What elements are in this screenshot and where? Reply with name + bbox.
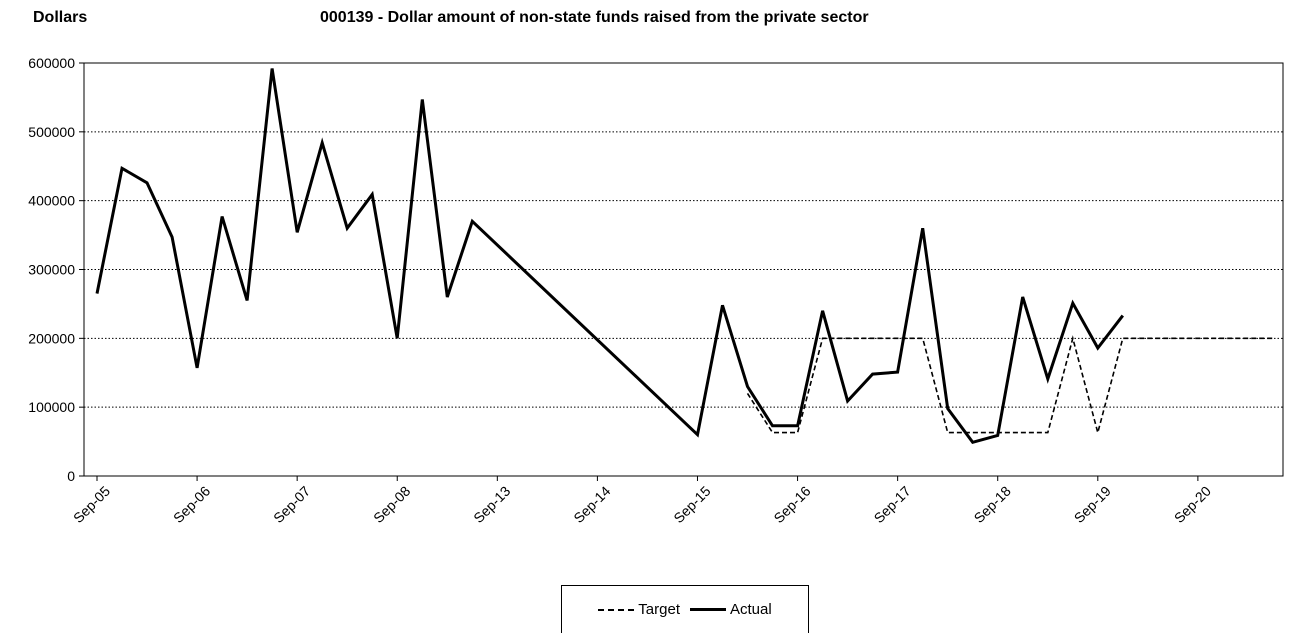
y-tick-label: 400000 (28, 193, 75, 209)
dashed-line-swatch-icon (598, 608, 635, 611)
y-tick-label: 300000 (28, 262, 75, 278)
x-tick-label: Sep-14 (570, 483, 613, 526)
legend-item-actual: Actual (690, 601, 772, 618)
x-tick-label: Sep-15 (670, 483, 713, 526)
solid-line-swatch-icon (690, 608, 726, 611)
series-line-actual (95, 68, 1124, 445)
gridlines (84, 131, 1283, 408)
legend-label-target: Target (638, 601, 680, 618)
x-tick-label: Sep-17 (871, 483, 914, 526)
legend-label-actual: Actual (730, 601, 772, 618)
legend-item-target: Target (598, 601, 680, 618)
y-tick-label: 100000 (28, 399, 75, 415)
x-tick-label: Sep-19 (1071, 483, 1114, 526)
x-axis-ticks: Sep-05 Sep-06 Sep-07 Sep-08 Sep-13 Sep-14 Sep-… (70, 476, 1214, 526)
x-tick-label: Sep-06 (170, 483, 213, 526)
x-tick-label: Sep-08 (370, 483, 413, 526)
y-tick-label: 500000 (28, 124, 75, 140)
y-tick-label: 200000 (28, 330, 75, 346)
series-line-target (746, 335, 1273, 436)
plot-frame (83, 62, 1284, 477)
legend: Target Actual (561, 585, 809, 633)
y-tick-label: 600000 (28, 55, 75, 71)
chart-title: 000139 - Dollar amount of non-state fund… (320, 9, 869, 26)
x-tick-label: Sep-05 (70, 483, 113, 526)
series-lines (95, 68, 1273, 445)
x-tick-label: Sep-20 (1171, 483, 1214, 526)
x-tick-label: Sep-13 (470, 483, 513, 526)
line-chart: 0 100000 200000 300000 400000 500000 600000 Se… (28, 55, 1284, 526)
x-tick-label: Sep-16 (770, 483, 813, 526)
y-tick-label: 0 (67, 468, 75, 484)
x-tick-label: Sep-18 (971, 483, 1014, 526)
y-axis-ticks: 0 100000 200000 300000 400000 500000 600000 (28, 55, 84, 484)
x-tick-label: Sep-07 (270, 483, 313, 526)
y-axis-unit-label: Dollars (33, 9, 88, 26)
